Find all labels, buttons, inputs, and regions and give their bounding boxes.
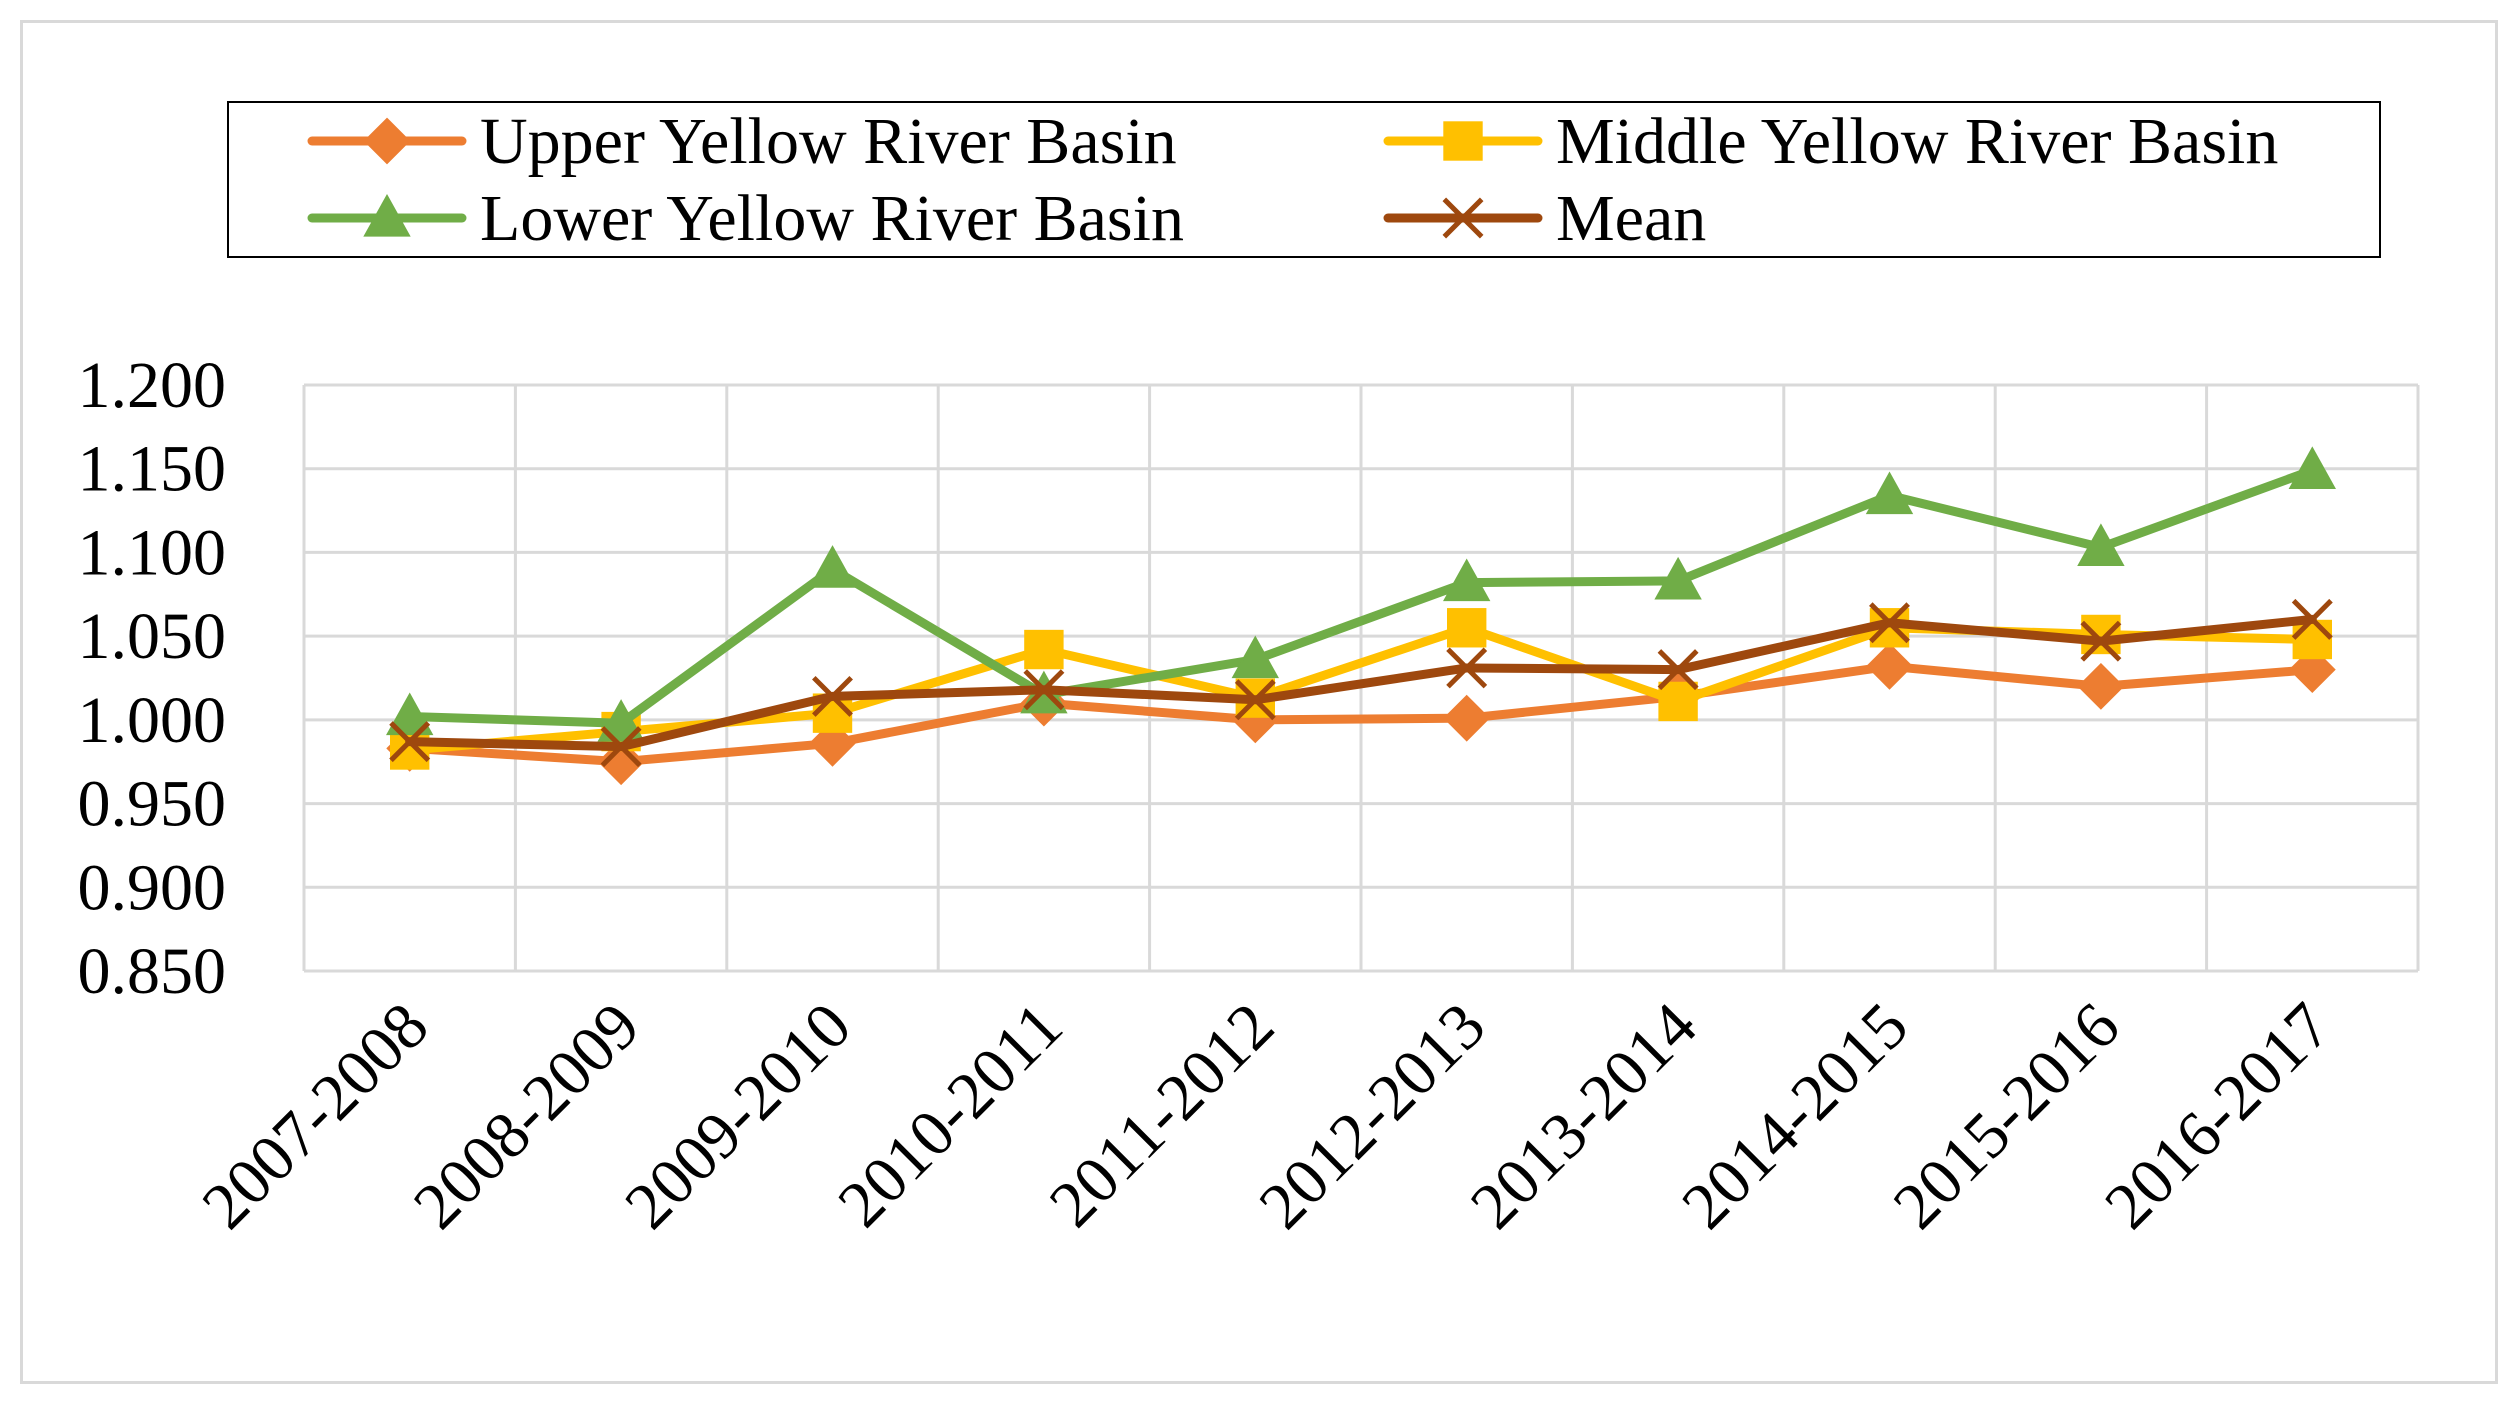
series-line [405,661,2317,767]
data-point [2292,619,2333,660]
x-tick-label: 2007-2008 [188,989,442,1243]
legend-label: Upper Yellow River Basin [480,105,1177,178]
series-mean [389,598,2333,768]
y-tick-label: 1.050 [78,600,227,673]
legend-item-lower-yellow-river-basin: Lower Yellow River Basin [307,182,1184,255]
data-point [2077,662,2125,710]
x-axis-ticks: 2007-20082008-20092009-20102010-20112011… [188,989,2344,1243]
data-point [1869,602,1910,644]
y-axis-ticks: 0.850 0.900 0.950 1.000 1.050 1.100 1.150 1.200 [78,349,227,1008]
legend-label: Mean [1556,182,1706,255]
x-tick-label: 2011-2012 [1036,989,1288,1241]
y-tick-label: 1.000 [78,684,227,757]
data-point [1654,556,1702,600]
data-point [2081,614,2121,655]
legend-marker [363,193,411,237]
legend-marker [363,117,411,165]
legend-label: Lower Yellow River Basin [480,182,1184,255]
data-point [1024,629,1064,670]
y-tick-label: 0.850 [78,935,227,1008]
data-point [1023,669,1065,711]
data-point [1447,608,1487,648]
series-group [386,446,2336,786]
data-point [1865,471,1914,515]
y-tick-label: 1.200 [78,349,227,422]
legend-marker [1442,197,1484,239]
data-point [390,730,430,770]
data-point [1658,681,1698,722]
data-point [600,726,642,768]
data-point [2080,620,2122,662]
legend: Upper Yellow River Basin Middle Yellow Ri… [227,101,2381,258]
x-tick-label: 2015-2016 [1880,989,2134,1243]
data-point [1234,679,1276,721]
data-point [597,699,645,742]
legend-item-upper-yellow-river-basin: Upper Yellow River Basin [307,105,1177,178]
series-line [405,614,2317,752]
x-tick-label: 2012-2013 [1245,989,1499,1243]
x-tick-label: 2013-2014 [1457,989,1711,1243]
data-point [1231,635,1279,679]
x-tick-label: 2016-2017 [2091,989,2345,1243]
data-point [1443,558,1491,602]
x-tick-label: 2009-2010 [611,989,865,1243]
data-point [389,721,431,763]
data-point [1446,647,1488,689]
legend-label: Middle Yellow River Basin [1556,105,2278,178]
legend-item-middle-yellow-river-basin: Middle Yellow River Basin [1383,105,2278,178]
data-point [2288,446,2336,489]
legend-box [227,101,2381,258]
y-tick-label: 1.100 [78,516,227,589]
y-tick-label: 0.900 [78,851,227,924]
data-point [1866,642,1913,690]
data-point [1443,694,1491,742]
x-tick-label: 2014-2015 [1668,989,1922,1243]
x-tick-label: 2010-2011 [824,989,1076,1241]
y-tick-label: 0.950 [78,768,227,841]
data-point [2291,598,2333,640]
y-tick-label: 1.150 [78,433,227,506]
data-point [1657,649,1699,691]
x-tick-label: 2008-2009 [400,989,654,1243]
legend-marker [1443,121,1483,161]
data-point [812,675,853,717]
legend-item-mean: Mean [1383,182,1706,255]
data-point [808,545,857,588]
series-line [405,465,2317,728]
data-point [386,692,434,736]
data-point [2077,523,2125,567]
